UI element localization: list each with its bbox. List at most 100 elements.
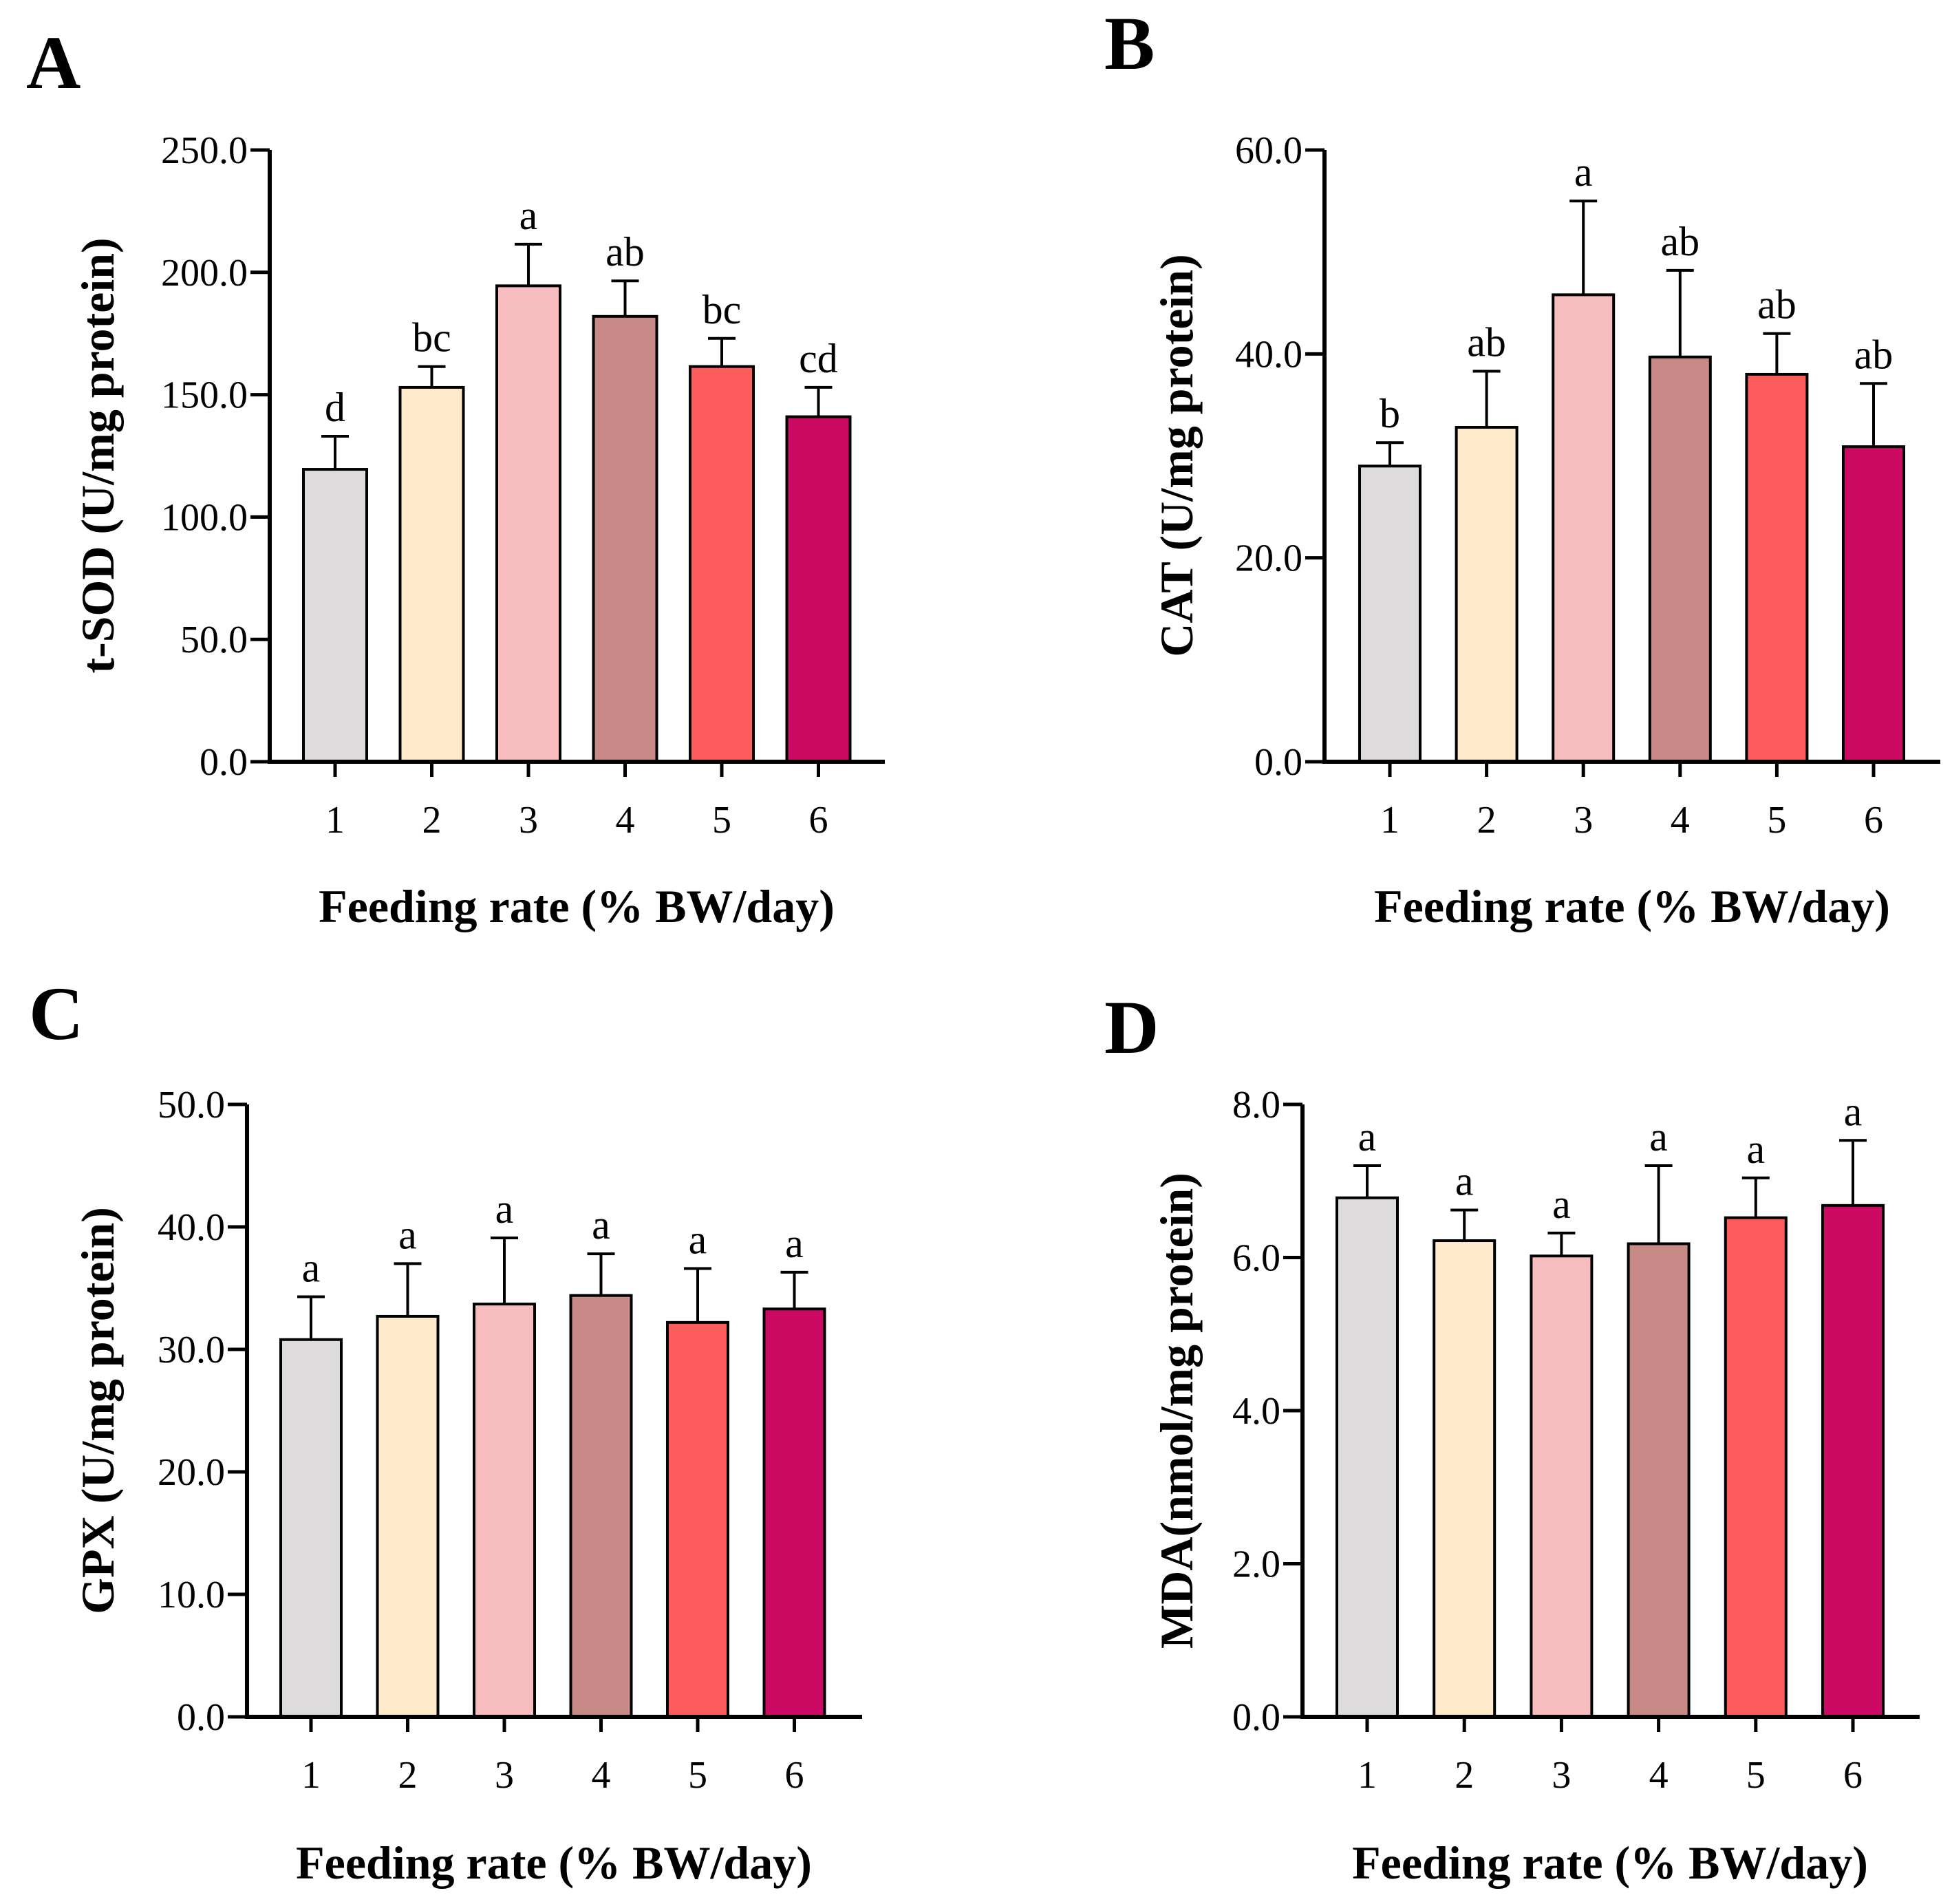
significance-label-b-6: ab: [1854, 332, 1894, 377]
significance-label-d-1: a: [1358, 1114, 1377, 1159]
y-tick-label-d-1: 2.0: [1232, 1543, 1280, 1586]
panel-letter-a: A: [26, 21, 81, 105]
category-label-b-6: 6: [1864, 799, 1883, 842]
bar-a-3: [495, 284, 561, 764]
y-tick-label-a-2: 100.0: [161, 496, 248, 539]
y-tick-label-a-4: 200.0: [161, 252, 248, 295]
x-axis-title-b: Feeding rate (% BW/day): [1374, 880, 1890, 932]
error-bar-b-4: [1666, 268, 1694, 357]
y-axis-title-c: GPX (U/mg protein): [72, 1207, 124, 1614]
x-axis-title-d: Feeding rate (% BW/day): [1352, 1837, 1868, 1889]
bar-c-4: [569, 1294, 633, 1719]
category-label-b-3: 3: [1574, 799, 1593, 842]
significance-label-a-1: d: [325, 385, 345, 430]
bar-a-5: [689, 365, 755, 763]
error-bar-c-6: [780, 1270, 808, 1309]
error-bar-a-6: [804, 385, 833, 417]
error-bar-a-2: [418, 365, 446, 387]
y-tick-label-b-3: 60.0: [1235, 129, 1302, 172]
y-tick-label-b-1: 20.0: [1235, 537, 1302, 580]
category-label-b-4: 4: [1671, 799, 1690, 842]
y-axis-title-b: CAT (U/mg protein): [1150, 254, 1203, 657]
y-tick-label-b-0: 0.0: [1254, 741, 1302, 784]
error-bar-a-5: [708, 336, 736, 367]
category-label-d-5: 5: [1746, 1754, 1766, 1797]
significance-label-c-5: a: [689, 1217, 707, 1263]
y-tick-label-c-1: 10.0: [158, 1574, 225, 1616]
category-label-c-5: 5: [688, 1754, 707, 1797]
category-label-d-6: 6: [1843, 1754, 1863, 1797]
error-bar-d-5: [1741, 1176, 1770, 1218]
y-tick-label-a-5: 250.0: [161, 129, 248, 172]
error-bar-c-1: [297, 1295, 325, 1340]
y-tick-label-a-1: 50.0: [180, 619, 248, 661]
y-tick-label-d-3: 6.0: [1232, 1237, 1280, 1280]
significance-label-d-3: a: [1552, 1181, 1571, 1227]
significance-label-d-4: a: [1649, 1114, 1668, 1159]
significance-label-c-3: a: [495, 1186, 514, 1232]
error-bar-d-2: [1450, 1208, 1479, 1241]
y-tick-label-b-2: 40.0: [1235, 333, 1302, 376]
significance-label-d-5: a: [1746, 1126, 1765, 1172]
category-label-a-2: 2: [422, 799, 442, 842]
category-label-c-3: 3: [495, 1754, 514, 1797]
error-bar-b-1: [1376, 441, 1404, 467]
category-label-b-5: 5: [1767, 799, 1786, 842]
axes-b: [1322, 150, 1940, 764]
panel-c: C a 1 a 2 a 3 a 4 a 5 a 6 0.0 10.0 20.0 30.0 40.0 50.0 GPX…: [29, 972, 862, 1889]
bar-d-4: [1627, 1242, 1691, 1718]
panel-letter-d: D: [1104, 985, 1159, 1069]
error-bar-a-4: [611, 279, 639, 317]
y-tick-label-c-2: 20.0: [158, 1451, 225, 1494]
significance-label-d-6: a: [1844, 1089, 1863, 1134]
category-label-d-1: 1: [1358, 1754, 1377, 1797]
bar-d-5: [1724, 1216, 1788, 1718]
category-label-d-2: 2: [1455, 1754, 1474, 1797]
significance-label-b-3: a: [1574, 149, 1593, 195]
y-tick-label-a-3: 150.0: [161, 374, 248, 417]
category-label-d-4: 4: [1649, 1754, 1669, 1797]
y-tick-label-c-4: 40.0: [158, 1206, 225, 1249]
bar-a-2: [398, 385, 465, 763]
bar-c-5: [666, 1320, 729, 1718]
significance-label-b-5: ab: [1757, 282, 1797, 328]
error-bar-b-6: [1860, 382, 1887, 447]
significance-label-c-2: a: [398, 1212, 417, 1257]
y-tick-label-d-2: 4.0: [1232, 1390, 1280, 1433]
category-label-b-1: 1: [1380, 799, 1399, 842]
x-axis-title-c: Feeding rate (% BW/day): [296, 1837, 812, 1889]
significance-label-b-1: b: [1380, 391, 1400, 436]
significance-label-a-2: bc: [412, 315, 451, 361]
significance-label-b-4: ab: [1660, 219, 1699, 264]
bar-d-6: [1821, 1204, 1885, 1718]
significance-label-a-4: ab: [605, 229, 645, 275]
error-bar-b-2: [1472, 370, 1501, 428]
error-bar-b-3: [1569, 200, 1598, 295]
bar-c-2: [376, 1314, 440, 1718]
category-label-b-2: 2: [1477, 799, 1497, 842]
bar-c-1: [279, 1338, 343, 1718]
panel-a: A d 1 bc 2 a 3 ab 4 bc 5 cd 6 0.0 50.0 100.0 150.0 200.0…: [26, 21, 885, 932]
category-label-c-4: 4: [592, 1754, 611, 1797]
significance-label-b-2: ab: [1467, 320, 1506, 365]
category-label-a-4: 4: [616, 799, 635, 842]
error-bar-c-5: [684, 1267, 711, 1323]
panel-letter-c: C: [29, 972, 83, 1056]
y-tick-label-c-5: 50.0: [158, 1084, 225, 1126]
bar-a-4: [592, 314, 658, 764]
bar-b-1: [1358, 464, 1422, 763]
bar-d-1: [1336, 1196, 1399, 1718]
significance-label-a-6: cd: [799, 336, 838, 381]
category-label-c-6: 6: [785, 1754, 804, 1797]
category-label-c-2: 2: [398, 1754, 418, 1797]
bar-b-4: [1648, 355, 1712, 763]
panel-letter-b: B: [1104, 1, 1155, 85]
category-label-d-3: 3: [1552, 1754, 1571, 1797]
significance-label-a-3: a: [519, 193, 538, 238]
y-axis-title-d: MDA(nmol/mg protein): [1150, 1173, 1203, 1649]
error-bar-a-1: [321, 435, 349, 470]
y-tick-label-c-3: 30.0: [158, 1329, 225, 1371]
bar-d-2: [1433, 1239, 1497, 1718]
